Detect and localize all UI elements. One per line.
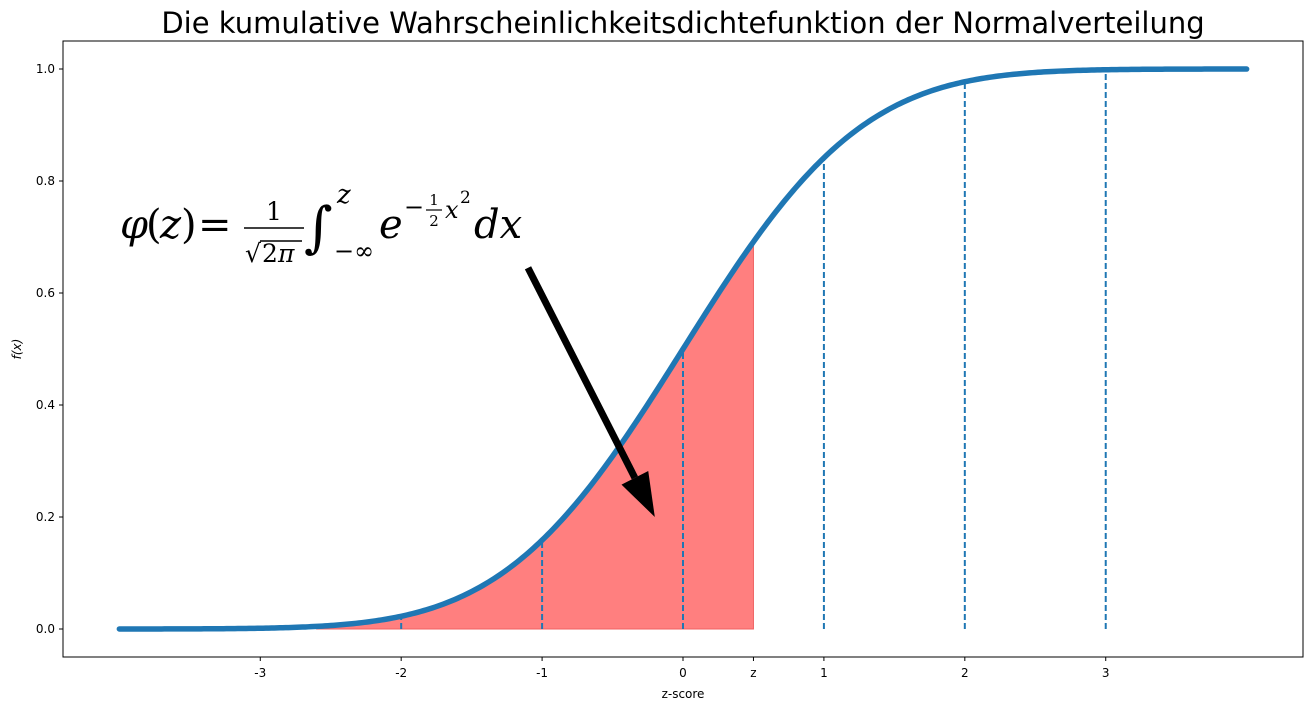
x-tick-label: 2 (961, 666, 969, 680)
svg-text:e: e (379, 202, 403, 248)
plot-area (63, 41, 1303, 657)
x-tick-label: 3 (1102, 666, 1110, 680)
annotation-arrow-shaft (528, 268, 635, 478)
y-tick-label: 0.8 (36, 174, 55, 188)
shaded-area (317, 242, 754, 629)
svg-text:dx: dx (474, 202, 522, 248)
svg-text:1: 1 (266, 197, 282, 226)
chart-title: Die kumulative Wahrscheinlichkeitsdichte… (161, 6, 1204, 40)
marks-layer (119, 69, 1246, 629)
x-tick-label: z (750, 666, 756, 680)
svg-text:2: 2 (429, 212, 439, 230)
svg-text:2: 2 (262, 239, 278, 268)
formula-annotation: φ ( z ) = 1 √ 2 π ∫ z −∞ e − 1 2 x 2 dx (120, 180, 522, 268)
x-axis-ticks: -3 -2 -1 0 z 1 2 3 (254, 657, 1109, 680)
y-axis-label: f(x) (10, 339, 24, 360)
svg-text:2: 2 (460, 188, 471, 208)
x-tick-label: 0 (679, 666, 687, 680)
svg-text:x: x (445, 196, 459, 224)
x-axis-label: z-score (662, 687, 705, 701)
y-tick-label: 0.4 (36, 398, 55, 412)
svg-text:z: z (336, 180, 351, 210)
svg-text:−∞: −∞ (334, 237, 374, 265)
svg-text:): ) (181, 202, 197, 248)
y-tick-label: 0.2 (36, 510, 55, 524)
y-tick-label: 1.0 (36, 62, 55, 76)
y-tick-label: 0.0 (36, 622, 55, 636)
y-axis-ticks: 0.0 0.2 0.4 0.6 0.8 1.0 (36, 62, 63, 636)
x-tick-label: -3 (254, 666, 266, 680)
svg-text:∫: ∫ (304, 195, 333, 259)
y-tick-label: 0.6 (36, 286, 55, 300)
svg-text:z: z (159, 202, 182, 248)
x-tick-label: -2 (395, 666, 407, 680)
svg-text:=: = (198, 202, 232, 248)
svg-text:−: − (404, 193, 424, 221)
svg-text:√: √ (245, 239, 261, 268)
svg-text:φ: φ (120, 202, 148, 248)
svg-text:1: 1 (429, 191, 439, 209)
svg-text:π: π (277, 239, 295, 268)
x-tick-label: -1 (536, 666, 548, 680)
x-tick-label: 1 (820, 666, 828, 680)
